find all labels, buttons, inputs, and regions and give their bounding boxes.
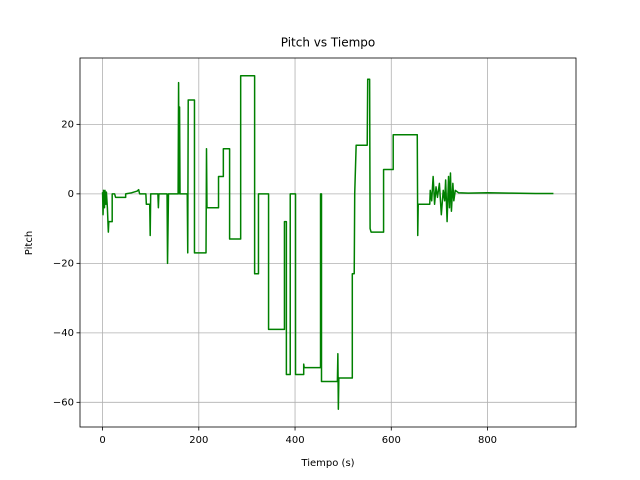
chart-title: Pitch vs Tiempo — [281, 36, 376, 50]
plot-frame — [79, 57, 577, 428]
x-tick-label: 200 — [189, 435, 208, 446]
x-tick-label: 600 — [382, 435, 401, 446]
x-tick-label: 0 — [99, 435, 105, 446]
y-axis-label: Pitch — [24, 231, 35, 255]
y-tick-label: −40 — [53, 328, 74, 339]
data-line — [101, 74, 554, 411]
x-tick-label: 400 — [285, 435, 304, 446]
y-tick-label: 20 — [61, 119, 74, 130]
y-tick-label: 0 — [68, 189, 74, 200]
y-tick-label: −20 — [53, 258, 74, 269]
x-axis-label: Tiempo (s) — [300, 458, 354, 469]
x-tick-label: 800 — [478, 435, 497, 446]
y-tick-label: −60 — [53, 397, 74, 408]
